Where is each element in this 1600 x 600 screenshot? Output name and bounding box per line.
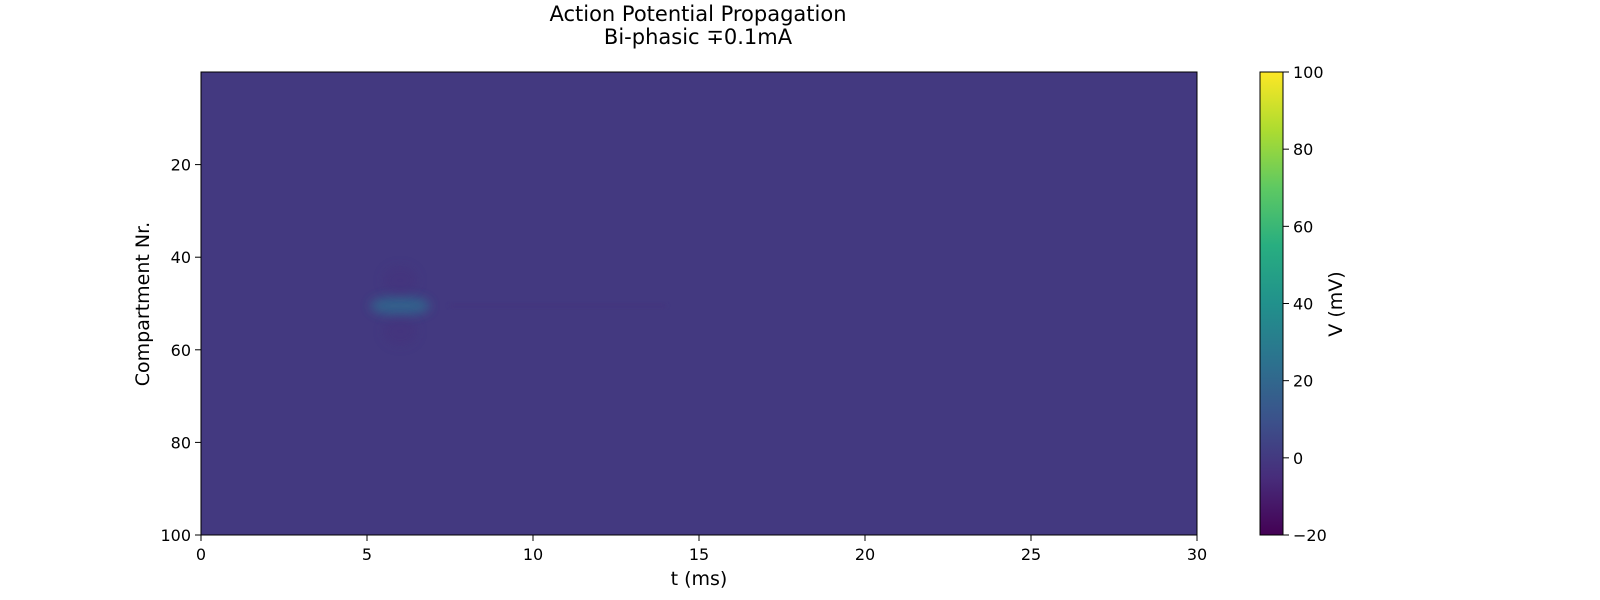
x-tick-label: 15 bbox=[689, 545, 709, 564]
y-tick-label: 20 bbox=[171, 156, 191, 175]
y-axis: 20 40 60 80 100 bbox=[160, 156, 201, 545]
y-tick-label: 100 bbox=[160, 526, 191, 545]
chart-subtitle: Bi-phasic ∓0.1mA bbox=[604, 25, 793, 49]
heatmap-feature-hyperpolarization bbox=[383, 266, 417, 295]
x-tick-label: 5 bbox=[362, 545, 372, 564]
x-axis-label: t (ms) bbox=[671, 568, 728, 590]
x-tick-label: 30 bbox=[1187, 545, 1207, 564]
colorbar-tick-label: 100 bbox=[1293, 63, 1324, 82]
colorbar-tick-label: −20 bbox=[1293, 526, 1327, 545]
y-axis-label: Compartment Nr. bbox=[132, 222, 154, 386]
colorbar-label: V (mV) bbox=[1325, 271, 1347, 336]
x-tick-label: 0 bbox=[196, 545, 206, 564]
y-tick-label: 40 bbox=[171, 248, 191, 267]
colorbar-tick-label: 20 bbox=[1293, 372, 1313, 391]
colorbar-tick-label: 0 bbox=[1293, 449, 1303, 468]
colorbar-gradient bbox=[1259, 71, 1284, 536]
heatmap-feature-hyperpolarization bbox=[383, 317, 417, 346]
x-tick-label: 10 bbox=[523, 545, 543, 564]
x-tick-label: 25 bbox=[1021, 545, 1041, 564]
colorbar-tick-label: 40 bbox=[1293, 295, 1313, 314]
plot-area bbox=[200, 71, 1198, 536]
heatmap-background bbox=[201, 72, 1197, 535]
chart-title: Action Potential Propagation bbox=[549, 2, 846, 26]
y-tick-label: 80 bbox=[171, 433, 191, 452]
x-axis: 0 5 10 15 20 25 30 bbox=[196, 535, 1207, 564]
heatmap-feature-depolarization bbox=[370, 295, 431, 317]
heatmap-feature-trailing bbox=[450, 303, 666, 308]
colorbar: −20 0 20 40 60 80 100 V (mV) bbox=[1259, 63, 1347, 545]
y-tick-label: 60 bbox=[171, 341, 191, 360]
colorbar-tick-label: 80 bbox=[1293, 140, 1313, 159]
x-tick-label: 20 bbox=[855, 545, 875, 564]
colorbar-tick-label: 60 bbox=[1293, 217, 1313, 236]
